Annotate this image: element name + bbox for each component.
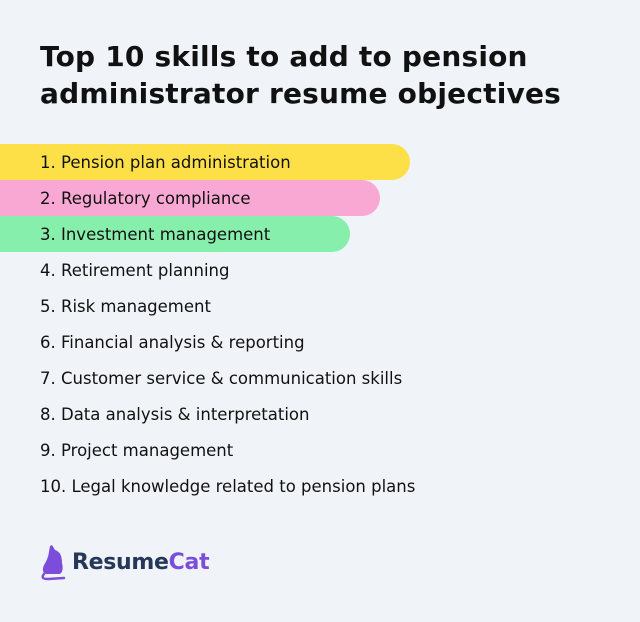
skill-item: 9. Project management xyxy=(0,432,415,468)
skill-label: 6. Financial analysis & reporting xyxy=(40,332,305,352)
skill-label: 8. Data analysis & interpretation xyxy=(40,404,310,424)
skill-item: 2. Regulatory compliance xyxy=(0,180,381,216)
skill-label: 7. Customer service & communication skil… xyxy=(40,368,403,388)
skills-list: 1. Pension plan administration 2. Regulat… xyxy=(0,144,415,504)
logo-text: ResumeCat xyxy=(72,549,210,575)
skill-item: 10. Legal knowledge related to pension p… xyxy=(0,468,415,504)
skill-item: 5. Risk management xyxy=(0,288,415,324)
logo-part-cat: Cat xyxy=(168,549,210,575)
skill-item: 3. Investment management xyxy=(0,216,351,252)
logo-part-resume: Resume xyxy=(72,549,169,575)
skill-item: 7. Customer service & communication skil… xyxy=(0,360,415,396)
page-title: Top 10 skills to add to pension administ… xyxy=(40,38,561,112)
skill-item: 1. Pension plan administration xyxy=(0,144,410,180)
skill-label: 10. Legal knowledge related to pension p… xyxy=(40,476,416,496)
skill-label: 1. Pension plan administration xyxy=(40,152,291,172)
skill-label: 2. Regulatory compliance xyxy=(40,188,251,208)
resumecat-logo: ResumeCat xyxy=(40,543,210,581)
cat-icon xyxy=(41,545,66,581)
skill-label: 3. Investment management xyxy=(40,224,271,244)
title-line-1: Top 10 skills to add to pension xyxy=(40,40,528,73)
skill-label: 4. Retirement planning xyxy=(40,260,230,280)
skill-label: 5. Risk management xyxy=(40,296,211,316)
skill-label: 9. Project management xyxy=(40,440,234,460)
skill-item: 4. Retirement planning xyxy=(0,252,415,288)
title-line-2: administrator resume objectives xyxy=(40,77,562,110)
skill-item: 6. Financial analysis & reporting xyxy=(0,324,415,360)
skill-item: 8. Data analysis & interpretation xyxy=(0,396,415,432)
